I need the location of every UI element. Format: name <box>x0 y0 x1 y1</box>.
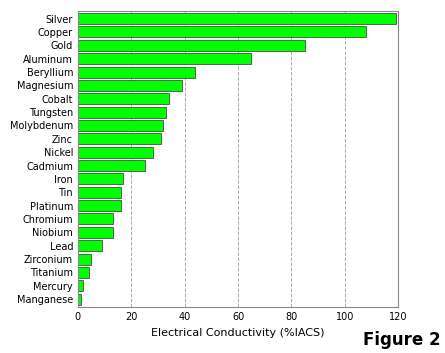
Bar <box>78 133 161 144</box>
Bar <box>78 80 182 91</box>
Bar <box>78 214 113 225</box>
Bar <box>78 200 121 211</box>
X-axis label: Electrical Conductivity (%IACS): Electrical Conductivity (%IACS) <box>151 328 325 337</box>
Bar <box>78 53 251 64</box>
Bar <box>78 147 153 158</box>
Bar <box>78 26 366 37</box>
Text: Figure 2: Figure 2 <box>363 331 441 349</box>
Bar <box>78 227 113 238</box>
Bar <box>78 40 305 51</box>
Bar <box>78 67 195 78</box>
Bar <box>78 93 169 104</box>
Bar <box>78 120 163 131</box>
Bar <box>78 240 102 251</box>
Bar <box>78 13 396 24</box>
Bar <box>78 187 121 198</box>
Bar <box>78 280 83 291</box>
Bar <box>78 267 89 278</box>
Bar <box>78 107 166 118</box>
Bar <box>78 173 123 184</box>
Bar <box>78 160 145 171</box>
Bar <box>78 253 91 264</box>
Bar <box>78 294 81 305</box>
